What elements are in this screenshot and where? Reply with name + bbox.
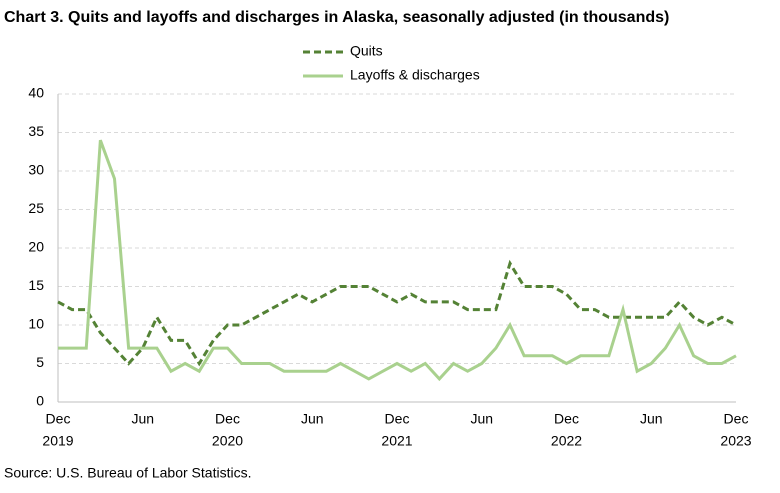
x-year-label: 2023	[720, 433, 751, 449]
x-tick-label: Jun	[640, 411, 663, 427]
x-year-label: 2021	[381, 433, 412, 449]
chart-title: Chart 3. Quits and layoffs and discharge…	[4, 9, 669, 26]
y-tick-label: 0	[36, 393, 44, 409]
y-tick-label: 25	[28, 200, 44, 216]
x-year-label: 2020	[212, 433, 243, 449]
x-tick-label: Dec	[215, 411, 240, 427]
y-tick-label: 35	[28, 123, 44, 139]
y-tick-label: 15	[28, 277, 44, 293]
legend-label: Layoffs & discharges	[350, 67, 480, 83]
x-tick-label: Dec	[46, 411, 71, 427]
legend-label: Quits	[350, 43, 383, 59]
y-tick-label: 40	[28, 85, 44, 101]
x-tick-label: Jun	[301, 411, 324, 427]
line-series	[57, 259, 737, 367]
x-tick-label: Dec	[385, 411, 410, 427]
x-year-label: 2022	[551, 433, 582, 449]
x-tick-label: Jun	[131, 411, 154, 427]
x-tick-label: Dec	[724, 411, 749, 427]
y-tick-label: 10	[28, 316, 44, 332]
x-year-label: 2019	[42, 433, 73, 449]
y-tick-label: 30	[28, 162, 44, 178]
x-tick-label: Jun	[470, 411, 493, 427]
y-tick-label: 20	[28, 239, 44, 255]
line-series	[58, 139, 737, 382]
source-note: Source: U.S. Bureau of Labor Statistics.	[4, 465, 251, 481]
x-tick-label: Dec	[554, 411, 579, 427]
y-tick-label: 5	[36, 354, 44, 370]
